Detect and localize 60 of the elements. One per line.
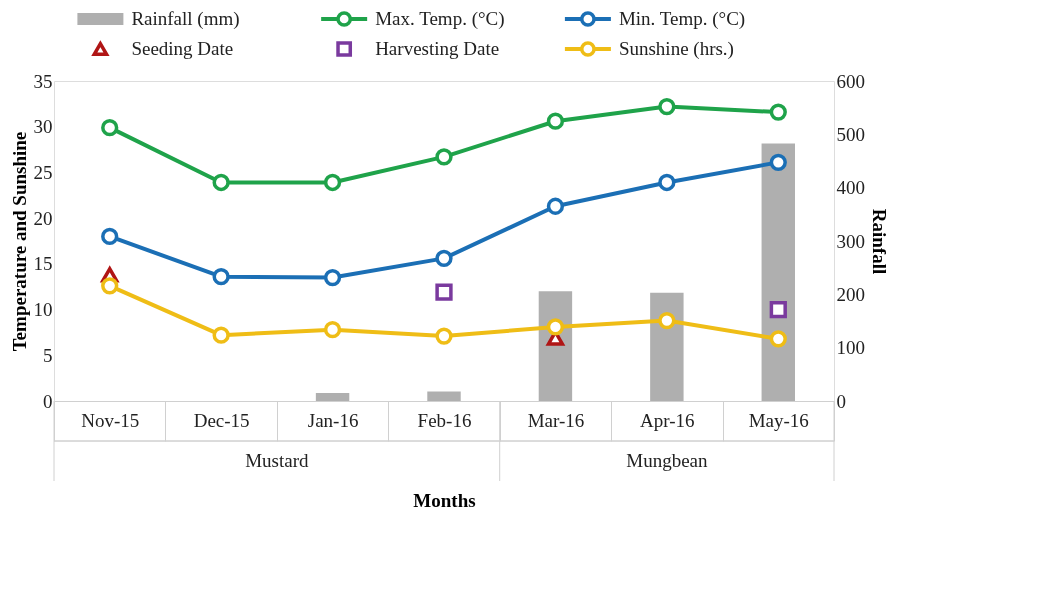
point xyxy=(769,153,787,171)
y2-tick-label: 300 xyxy=(836,230,865,252)
text: Mustard xyxy=(245,450,310,471)
legend-label: Rainfall (mm) xyxy=(131,8,240,30)
point xyxy=(323,173,342,192)
x-axis-title: Months xyxy=(413,490,476,511)
x-tick-label: Dec-15 xyxy=(193,409,250,431)
y2-axis-title: Rainfall xyxy=(869,208,890,275)
point xyxy=(769,103,787,121)
point xyxy=(212,268,230,286)
point xyxy=(323,321,342,339)
y2-tick-label: 0 xyxy=(836,390,846,412)
y-tick-label: 25 xyxy=(33,161,53,183)
point xyxy=(212,326,230,344)
point xyxy=(212,173,230,192)
legend-label: Sunshine (hrs.) xyxy=(618,38,734,60)
y-tick-label: 15 xyxy=(33,253,53,275)
y-tick-label: 10 xyxy=(33,299,53,321)
x-tick-label: Feb-16 xyxy=(417,409,472,431)
point xyxy=(435,249,453,267)
bar xyxy=(650,292,684,401)
legend-label: Min. Temp. (°C) xyxy=(618,8,746,30)
point xyxy=(101,119,119,137)
point xyxy=(658,173,676,192)
x-tick-label: Mar-16 xyxy=(527,409,585,431)
y-tick-label: 5 xyxy=(43,344,53,366)
x-tick-label: Jan-16 xyxy=(307,409,359,431)
y-tick-label: 0 xyxy=(43,390,53,412)
point xyxy=(769,300,787,319)
point xyxy=(658,311,676,330)
point xyxy=(769,330,787,348)
y2-tick-label: 400 xyxy=(836,177,865,199)
point xyxy=(546,318,565,336)
legend-label: Seeding Date xyxy=(131,38,234,59)
point xyxy=(546,112,565,130)
point xyxy=(101,277,119,295)
bar xyxy=(761,143,795,401)
y-axis-title: Temperature and Sunshine xyxy=(8,131,30,352)
text: Mungbean xyxy=(626,450,708,471)
y-tick-label: 30 xyxy=(33,116,53,138)
x-tick-label: May-16 xyxy=(748,409,809,431)
point xyxy=(435,283,453,301)
x-tick-label: Nov-15 xyxy=(81,409,140,431)
y2-tick-label: 500 xyxy=(836,123,865,145)
bar xyxy=(427,391,461,401)
legend-label: Max. Temp. (°C) xyxy=(375,8,505,30)
x-tick-label: Apr-16 xyxy=(640,409,695,431)
point xyxy=(435,327,453,345)
point xyxy=(546,197,565,215)
y-tick-label: 20 xyxy=(33,207,53,229)
y2-tick-label: 600 xyxy=(836,70,865,92)
point xyxy=(101,227,119,246)
y2-tick-label: 200 xyxy=(836,283,865,305)
y-tick-label: 35 xyxy=(33,70,53,92)
point xyxy=(658,97,676,116)
bar xyxy=(315,393,350,401)
point xyxy=(435,148,453,166)
point xyxy=(323,268,342,287)
y2-tick-label: 100 xyxy=(836,337,865,359)
legend-label: Harvesting Date xyxy=(375,38,500,59)
